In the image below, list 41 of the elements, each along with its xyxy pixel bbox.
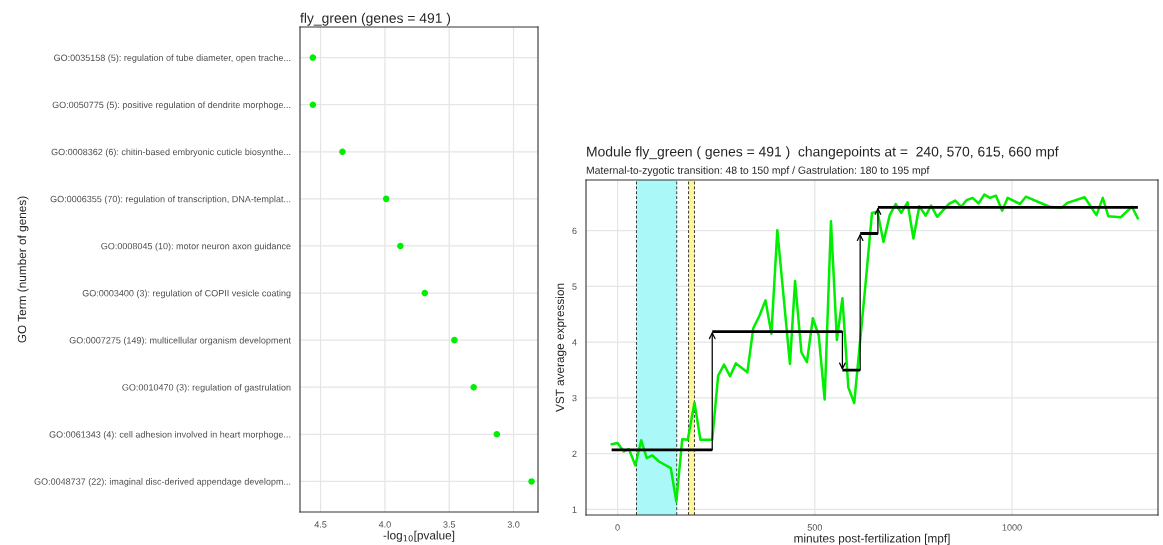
y-axis-title: GO Term (number of genes)	[17, 196, 29, 343]
point	[382, 195, 390, 203]
point	[421, 289, 429, 297]
y-tick-label: GO:0008045 (10): motor neuron axon guidance	[101, 242, 291, 252]
x-axis-title: -log$_{10}$[pvalue]	[383, 530, 455, 542]
line-series	[610, 193, 1140, 503]
point	[309, 101, 317, 108]
point	[397, 242, 404, 250]
x-tick-label: 4.0	[378, 521, 391, 528]
x-tick-label: 4.5	[314, 521, 327, 528]
x-tick-label: 0	[615, 524, 620, 531]
x-tick-label: 1000	[1002, 524, 1022, 531]
y-tick-label: GO:0050775 (5): positive regulation of dendrite morphoge...	[52, 101, 291, 110]
point	[493, 431, 501, 438]
y-axis-title: VST average expression	[555, 283, 567, 412]
y-tick-label: 6	[572, 227, 577, 235]
y-tick-label: 3	[572, 394, 577, 402]
point	[528, 478, 535, 485]
y-tick-label: 1	[572, 506, 577, 513]
point	[309, 54, 317, 61]
point	[470, 383, 477, 391]
chart-title: fly_green (genes = 491 )	[300, 12, 451, 26]
y-tick-label: GO:0048737 (22): imaginal disc-derived appendage developm...	[34, 478, 291, 487]
x-tick-label: 3.0	[507, 521, 520, 528]
chart-subtitle: Maternal-to-zygotic transition: 48 to 150 mpf / Gastrulation: 180 to 195 mpf	[586, 166, 930, 176]
y-tick-label: GO:0010470 (3): regulation of gastrulation	[122, 383, 291, 393]
y-tick-label: GO:0007275 (149): multicellular organism development	[69, 336, 291, 346]
y-tick-label: GO:0061343 (4): cell adhesion involved in heart morphoge...	[49, 431, 291, 440]
chart-title: Module fly_green ( genes = 491 ) changepoints at = 240, 570, 615, 660 mpf	[587, 146, 1059, 160]
x-axis-title: minutes post-fertilization [mpf]	[794, 533, 950, 545]
y-tick-label: 4	[572, 339, 577, 346]
y-tick-label: 2	[572, 450, 577, 457]
y-tick-label: GO:0008362 (6): chitin-based embryonic cuticle biosynthe...	[51, 148, 291, 157]
y-tick-label: GO:0003400 (3): regulation of COPII vesicle coating	[82, 289, 291, 299]
x-tick-label: 500	[807, 524, 822, 531]
point	[339, 148, 346, 156]
y-tick-label: 5	[572, 283, 577, 290]
y-tick-label: GO:0035158 (5): regulation of tube diameter, open trache...	[54, 54, 291, 63]
point	[451, 336, 458, 344]
x-tick-label: 3.5	[443, 521, 456, 528]
y-tick-label: GO:0006355 (70): regulation of transcription, DNA-templat...	[50, 195, 291, 205]
